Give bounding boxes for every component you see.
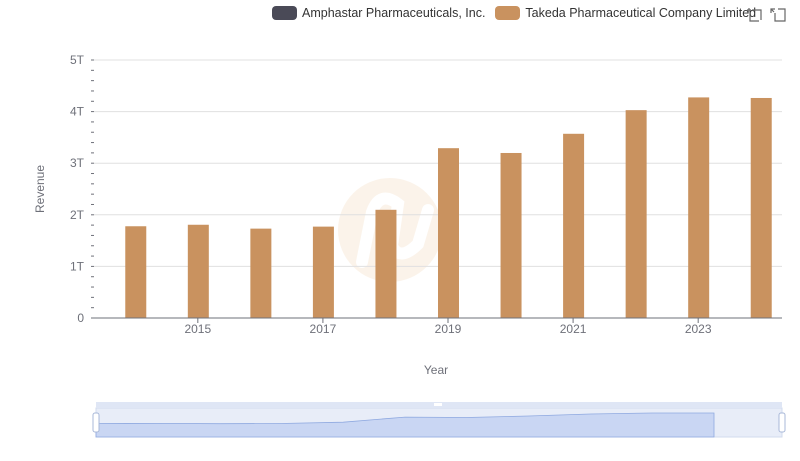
legend: Amphastar Pharmaceuticals, Inc. Takeda P… (272, 4, 766, 22)
legend-swatch-takeda (495, 6, 521, 20)
x-axis-label: Year (424, 363, 448, 377)
bar-takeda-2022[interactable] (625, 110, 647, 318)
data-zoom-icon[interactable] (746, 6, 764, 24)
bars-group (103, 97, 772, 319)
axes: 0 1T 2T 3T 4T 5T 2015 2017 2019 2021 2023 (70, 53, 782, 336)
zoom-drag-handle[interactable] (434, 403, 442, 406)
toolbox (746, 6, 788, 24)
y-tick-label: 4T (70, 105, 85, 119)
zoom-handle-right[interactable] (778, 412, 786, 433)
legend-item-takeda[interactable]: Takeda Pharmaceutical Company Limited (495, 6, 756, 20)
x-tick-label: 2019 (435, 322, 462, 336)
y-tick-label: 3T (70, 156, 85, 170)
legend-swatch-amphastar (272, 6, 297, 20)
y-tick-label: 0 (77, 311, 84, 325)
bar-takeda-2023[interactable] (688, 97, 710, 318)
legend-label-takeda: Takeda Pharmaceutical Company Limited (525, 6, 757, 20)
bar-takeda-2021[interactable] (563, 133, 585, 318)
legend-label-amphastar: Amphastar Pharmaceuticals, Inc. (302, 6, 486, 20)
x-tick-label: 2017 (310, 322, 337, 336)
zoom-handle-left[interactable] (92, 412, 100, 433)
y-tick-label: 1T (70, 259, 85, 273)
restore-icon[interactable] (770, 6, 788, 24)
x-tick-label: 2021 (560, 322, 587, 336)
x-tick-label: 2015 (184, 322, 211, 336)
bar-takeda-2019[interactable] (438, 148, 459, 318)
data-zoom-slider[interactable] (92, 402, 786, 438)
y-tick-label: 2T (70, 208, 85, 222)
bar-takeda-2014[interactable] (125, 226, 147, 318)
y-tick-label: 5T (70, 53, 85, 67)
zoom-preview-area (95, 412, 715, 438)
x-tick-label: 2023 (685, 322, 712, 336)
legend-item-amphastar[interactable]: Amphastar Pharmaceuticals, Inc. (272, 6, 485, 20)
bar-takeda-2016[interactable] (250, 228, 272, 318)
bar-takeda-2024[interactable] (750, 97, 772, 318)
bar-takeda-2015[interactable] (187, 224, 209, 318)
bar-takeda-2017[interactable] (312, 226, 334, 318)
y-axis-label: Revenue (33, 165, 47, 213)
bar-takeda-2020[interactable] (500, 152, 522, 318)
bar-takeda-2018[interactable] (375, 209, 397, 318)
